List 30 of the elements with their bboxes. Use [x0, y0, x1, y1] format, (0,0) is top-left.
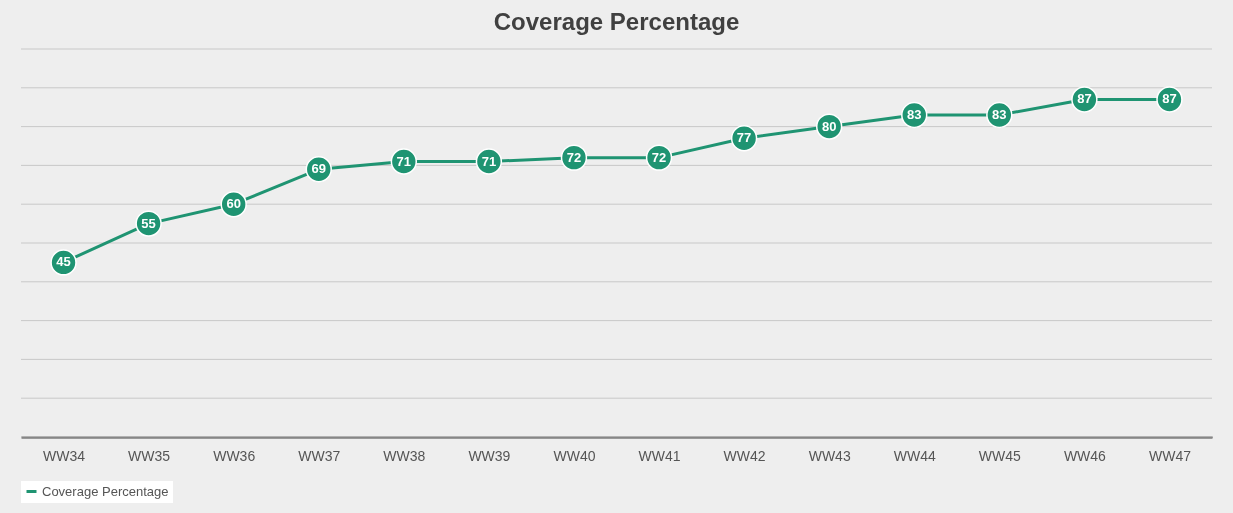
legend-label: Coverage Percentage — [42, 483, 169, 499]
x-tick-label: WW36 — [213, 447, 256, 464]
data-label: 60 — [226, 196, 241, 212]
x-tick-label: WW44 — [893, 447, 936, 464]
x-tick-label: WW37 — [298, 447, 341, 464]
data-label: 72 — [566, 149, 582, 165]
data-label: 45 — [56, 254, 71, 270]
chart-title: Coverage Percentage — [493, 7, 740, 35]
x-tick-label: WW42 — [723, 447, 766, 464]
data-label: 72 — [651, 149, 667, 165]
x-tick-label: WW41 — [638, 447, 681, 464]
data-label: 77 — [736, 130, 752, 146]
data-label: 87 — [1162, 91, 1177, 107]
data-label: 80 — [821, 118, 837, 134]
data-label: 83 — [992, 106, 1007, 122]
x-tick-label: WW45 — [978, 447, 1022, 464]
x-tick-label: WW47 — [1148, 447, 1192, 464]
data-label: 87 — [1077, 91, 1092, 107]
data-label: 55 — [141, 215, 156, 231]
x-tick-label: WW43 — [808, 447, 851, 464]
x-tick-label: WW39 — [468, 447, 511, 464]
data-label: 83 — [907, 106, 922, 122]
x-tick-label: WW34 — [43, 447, 86, 464]
data-label: 71 — [481, 153, 497, 169]
x-tick-label: WW46 — [1063, 447, 1107, 464]
data-label: 69 — [311, 161, 326, 177]
x-tick-label: WW35 — [128, 447, 171, 464]
x-tick-label: WW40 — [553, 447, 596, 464]
x-tick-label: WW38 — [383, 447, 426, 464]
data-label: 71 — [396, 153, 412, 169]
